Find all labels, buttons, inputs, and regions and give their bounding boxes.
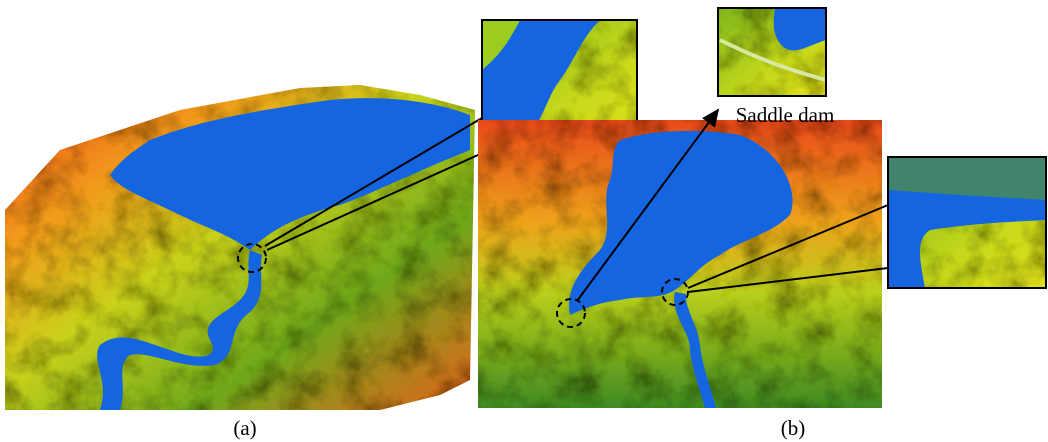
figure: Saddle dam (a) (b) [0, 0, 1048, 442]
annotation: Saddle dam [736, 103, 835, 127]
panel-label: (a) [233, 416, 256, 440]
panel-label: (b) [781, 416, 806, 440]
terrain-b [478, 110, 888, 408]
terrain-a [5, 85, 498, 410]
inset-b [888, 157, 1046, 288]
inset-saddle [718, 8, 826, 96]
page: Saddle dam (a) (b) (() => { const data =… [0, 0, 1048, 442]
